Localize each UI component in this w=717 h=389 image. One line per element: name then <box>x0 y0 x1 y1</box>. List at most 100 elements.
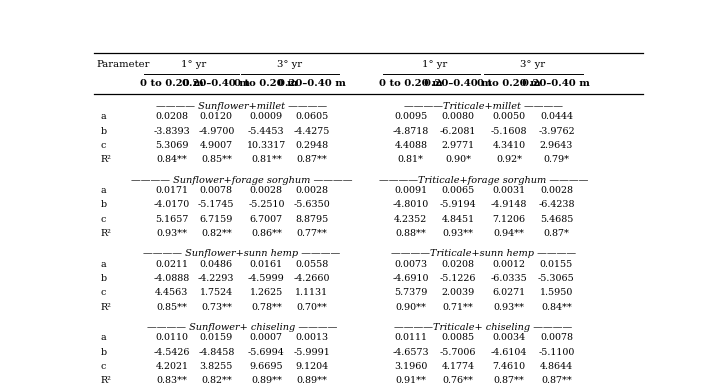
Text: -5.9991: -5.9991 <box>293 348 331 357</box>
Text: -4.8458: -4.8458 <box>198 348 234 357</box>
Text: 9.1204: 9.1204 <box>295 362 328 371</box>
Text: 0.0161: 0.0161 <box>250 259 283 269</box>
Text: 4.4088: 4.4088 <box>394 141 427 150</box>
Text: -4.9700: -4.9700 <box>198 127 234 136</box>
Text: 0.0080: 0.0080 <box>442 112 475 121</box>
Text: b: b <box>100 127 107 136</box>
Text: 0.89**: 0.89** <box>296 377 328 385</box>
Text: -5.1608: -5.1608 <box>491 127 528 136</box>
Text: a: a <box>100 259 106 269</box>
Text: 0.86**: 0.86** <box>251 229 282 238</box>
Text: 9.6695: 9.6695 <box>250 362 283 371</box>
Text: 0.70**: 0.70** <box>297 303 327 312</box>
Text: 0.0078: 0.0078 <box>540 333 573 342</box>
Text: -4.6104: -4.6104 <box>491 348 527 357</box>
Text: c: c <box>100 141 106 150</box>
Text: 0.81**: 0.81** <box>251 155 282 165</box>
Text: 0.0028: 0.0028 <box>250 186 282 195</box>
Text: 6.7007: 6.7007 <box>250 215 283 224</box>
Text: 0 to 0.20 m: 0 to 0.20 m <box>234 79 298 88</box>
Text: -5.6350: -5.6350 <box>293 200 331 209</box>
Text: 2.0039: 2.0039 <box>442 288 475 298</box>
Text: 0 to 0.20 m: 0 to 0.20 m <box>478 79 541 88</box>
Text: 4.8451: 4.8451 <box>442 215 475 224</box>
Text: 5.1657: 5.1657 <box>155 215 189 224</box>
Text: 4.2352: 4.2352 <box>394 215 427 224</box>
Text: 6.0271: 6.0271 <box>493 288 526 298</box>
Text: -4.5426: -4.5426 <box>153 348 190 357</box>
Text: 0.0031: 0.0031 <box>493 186 526 195</box>
Text: -6.0335: -6.0335 <box>490 274 528 283</box>
Text: 0.0605: 0.0605 <box>295 112 328 121</box>
Text: 0.92*: 0.92* <box>496 155 522 165</box>
Text: 0.90*: 0.90* <box>445 155 471 165</box>
Text: 4.4563: 4.4563 <box>155 288 189 298</box>
Text: 3° yr: 3° yr <box>520 60 545 69</box>
Text: 0.0007: 0.0007 <box>250 333 282 342</box>
Text: 0.0085: 0.0085 <box>442 333 475 342</box>
Text: 3° yr: 3° yr <box>277 60 302 69</box>
Text: -4.2293: -4.2293 <box>198 274 234 283</box>
Text: 3.1960: 3.1960 <box>394 362 427 371</box>
Text: -4.5999: -4.5999 <box>248 274 285 283</box>
Text: -4.2660: -4.2660 <box>294 274 330 283</box>
Text: 2.9771: 2.9771 <box>442 141 475 150</box>
Text: 0.0120: 0.0120 <box>200 112 233 121</box>
Text: 3.8255: 3.8255 <box>199 362 233 371</box>
Text: 0.84**: 0.84** <box>541 303 571 312</box>
Text: 8.8795: 8.8795 <box>295 215 328 224</box>
Text: 0.82**: 0.82** <box>201 377 232 385</box>
Text: 1° yr: 1° yr <box>181 60 206 69</box>
Text: -6.4238: -6.4238 <box>538 200 574 209</box>
Text: 0.0211: 0.0211 <box>156 259 189 269</box>
Text: R²: R² <box>100 155 112 165</box>
Text: 0.73**: 0.73** <box>201 303 232 312</box>
Text: 0.87**: 0.87** <box>297 155 327 165</box>
Text: 0.0073: 0.0073 <box>394 259 427 269</box>
Text: 0.77**: 0.77** <box>297 229 327 238</box>
Text: ————Triticale+millet ————: ————Triticale+millet ———— <box>404 102 563 111</box>
Text: -4.8010: -4.8010 <box>393 200 429 209</box>
Text: R²: R² <box>100 377 112 385</box>
Text: 1.7524: 1.7524 <box>200 288 233 298</box>
Text: 0.0091: 0.0091 <box>394 186 427 195</box>
Text: 0 to 0.20 m: 0 to 0.20 m <box>140 79 204 88</box>
Text: 7.1206: 7.1206 <box>493 215 526 224</box>
Text: 0.0095: 0.0095 <box>394 112 427 121</box>
Text: 5.4685: 5.4685 <box>540 215 573 224</box>
Text: a: a <box>100 112 106 121</box>
Text: 0.87*: 0.87* <box>543 229 569 238</box>
Text: 0.89**: 0.89** <box>251 377 282 385</box>
Text: c: c <box>100 288 106 298</box>
Text: a: a <box>100 333 106 342</box>
Text: b: b <box>100 200 107 209</box>
Text: 0.85**: 0.85** <box>156 303 187 312</box>
Text: -5.7006: -5.7006 <box>440 348 476 357</box>
Text: -4.0888: -4.0888 <box>153 274 190 283</box>
Text: Parameter: Parameter <box>96 60 150 69</box>
Text: -4.0170: -4.0170 <box>153 200 190 209</box>
Text: 0.93**: 0.93** <box>442 229 473 238</box>
Text: 0.2948: 0.2948 <box>295 141 328 150</box>
Text: 10.3317: 10.3317 <box>247 141 286 150</box>
Text: ————Triticale+ chiseling ————: ————Triticale+ chiseling ———— <box>394 323 573 332</box>
Text: -5.3065: -5.3065 <box>538 274 575 283</box>
Text: -4.6910: -4.6910 <box>392 274 429 283</box>
Text: -6.2081: -6.2081 <box>440 127 476 136</box>
Text: 0.0208: 0.0208 <box>442 259 475 269</box>
Text: -5.1226: -5.1226 <box>440 274 476 283</box>
Text: 0.90**: 0.90** <box>395 303 426 312</box>
Text: 0.0078: 0.0078 <box>200 186 233 195</box>
Text: b: b <box>100 348 107 357</box>
Text: c: c <box>100 362 106 371</box>
Text: 5.3069: 5.3069 <box>155 141 189 150</box>
Text: 0.93**: 0.93** <box>494 303 525 312</box>
Text: 0 to 0.20 m: 0 to 0.20 m <box>379 79 442 88</box>
Text: ————Triticale+forage sorghum ————: ————Triticale+forage sorghum ———— <box>379 176 588 185</box>
Text: 0.78**: 0.78** <box>251 303 282 312</box>
Text: 0.94**: 0.94** <box>494 229 525 238</box>
Text: 0.0208: 0.0208 <box>156 112 189 121</box>
Text: -5.6994: -5.6994 <box>248 348 285 357</box>
Text: 0.0034: 0.0034 <box>493 333 526 342</box>
Text: -4.9148: -4.9148 <box>491 200 527 209</box>
